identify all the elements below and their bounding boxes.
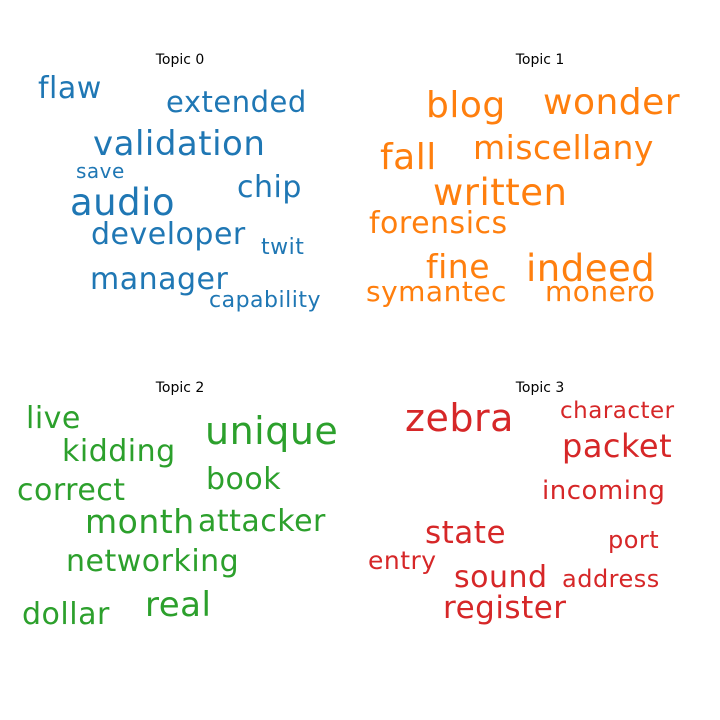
topic-0-word-save: save	[76, 159, 125, 183]
topic-3-word-packet: packet	[562, 427, 673, 465]
topic-2-panel: Topic 2 live unique kidding book correct mont…	[0, 328, 360, 688]
topic-1-word-written: written	[433, 171, 568, 214]
topic-1-word-indeed: indeed	[526, 247, 656, 290]
topic-0-word-chip: chip	[237, 170, 302, 205]
topic-3-word-incoming: incoming	[542, 476, 666, 506]
topic-0-word-capability: capability	[209, 288, 321, 313]
topic-3-word-sound: sound	[454, 560, 548, 595]
topic-1-panel: Topic 1 blog wonder fall miscellany written f…	[360, 0, 720, 360]
topic-3-title: Topic 3	[515, 380, 565, 396]
topic-0-word-twit: twit	[261, 235, 305, 260]
topic-3-word-zebra: zebra	[405, 396, 514, 440]
topic-2-word-dollar: dollar	[22, 597, 110, 632]
topic-2-word-kidding: kidding	[62, 434, 176, 469]
topic-3-word-character: character	[560, 398, 675, 424]
topic-1-word-wonder: wonder	[543, 82, 681, 123]
topic-3-word-entry: entry	[368, 546, 437, 575]
topic-2-title: Topic 2	[155, 380, 205, 396]
topic-3-word-port: port	[608, 526, 660, 554]
topic-3-word-register: register	[443, 590, 567, 626]
topic-1-word-miscellany: miscellany	[473, 128, 654, 167]
topic-2-word-real: real	[145, 585, 212, 625]
topic-2-word-networking: networking	[66, 544, 240, 579]
topic-1-title: Topic 1	[515, 52, 565, 68]
topic-3-panel: Topic 3 zebra character packet incoming stat…	[360, 328, 720, 688]
topic-1-word-blog: blog	[426, 85, 506, 126]
topic-2-word-unique: unique	[205, 409, 339, 453]
topic-0-word-audio: audio	[70, 181, 176, 224]
topic-0-word-manager: manager	[90, 262, 229, 297]
topic-2-word-book: book	[206, 462, 282, 497]
topic-0-word-developer: developer	[91, 217, 246, 252]
topic-2-word-month: month	[85, 502, 195, 541]
topic-1-word-symantec: symantec	[366, 275, 507, 308]
topic-1-word-fine: fine	[426, 247, 491, 286]
topic-1-word-monero: monero	[545, 275, 656, 308]
topic-2-word-attacker: attacker	[198, 504, 326, 539]
topic-3-word-address: address	[562, 565, 660, 593]
topic-0-word-flaw: flaw	[38, 71, 102, 106]
topic-0-word-extended: extended	[166, 85, 307, 119]
topic-2-word-correct: correct	[17, 473, 126, 508]
topic-1-word-fall: fall	[380, 137, 437, 178]
topic-1-word-forensics: forensics	[369, 206, 508, 241]
topic-0-panel: Topic 0 flaw extended validation save chip au…	[0, 0, 360, 360]
topic-3-word-state: state	[425, 515, 507, 551]
topic-0-title: Topic 0	[155, 52, 205, 68]
topic-2-word-live: live	[26, 401, 81, 436]
topic-0-word-validation: validation	[93, 124, 266, 164]
